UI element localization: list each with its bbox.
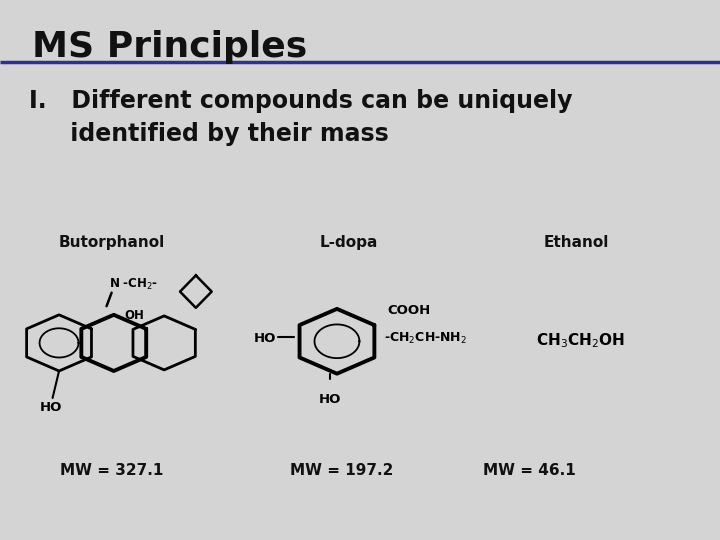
Text: COOH: COOH xyxy=(387,304,431,317)
Text: HO: HO xyxy=(253,332,276,345)
Text: OH: OH xyxy=(125,309,145,322)
Text: Ethanol: Ethanol xyxy=(544,235,608,250)
Text: HO: HO xyxy=(40,401,62,414)
Text: I.   Different compounds can be uniquely: I. Different compounds can be uniquely xyxy=(29,89,572,113)
Text: HO: HO xyxy=(318,393,341,406)
Text: Butorphanol: Butorphanol xyxy=(58,235,165,250)
Text: N -CH$_2$-: N -CH$_2$- xyxy=(109,276,158,292)
Text: MS Principles: MS Principles xyxy=(32,30,307,64)
Text: MW = 46.1: MW = 46.1 xyxy=(483,463,575,478)
Text: L-dopa: L-dopa xyxy=(320,235,379,250)
Text: MW = 327.1: MW = 327.1 xyxy=(60,463,163,478)
Text: CH$_3$CH$_2$OH: CH$_3$CH$_2$OH xyxy=(536,331,626,349)
Text: MW = 197.2: MW = 197.2 xyxy=(290,463,394,478)
Text: -CH$_2$CH-NH$_2$: -CH$_2$CH-NH$_2$ xyxy=(384,331,467,346)
Text: identified by their mass: identified by their mass xyxy=(29,122,389,145)
